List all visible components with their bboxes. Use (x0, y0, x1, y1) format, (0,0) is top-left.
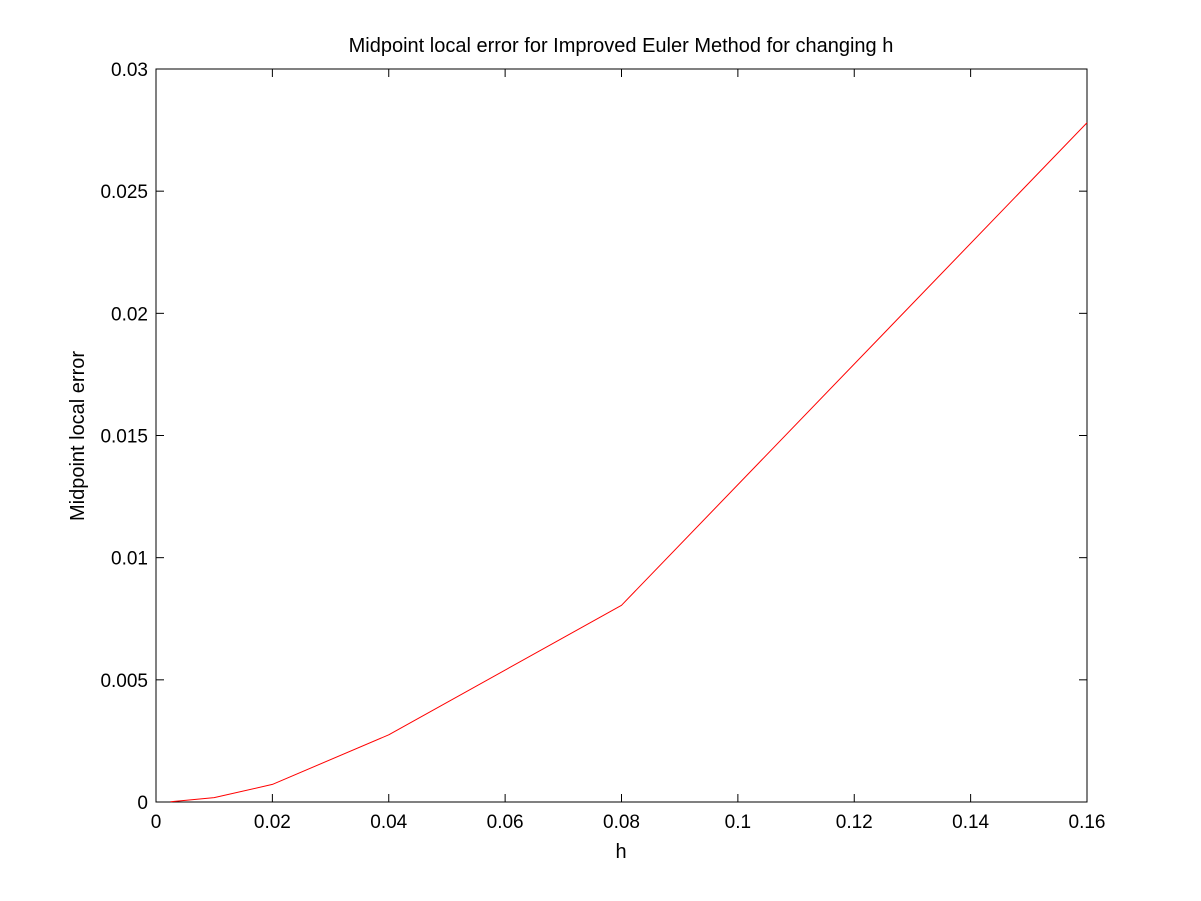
y-tick-label: 0.025 (100, 182, 148, 203)
x-tick-label: 0.02 (254, 812, 291, 833)
x-tick-label: 0.16 (1069, 812, 1106, 833)
y-tick-label: 0.02 (111, 304, 148, 325)
y-tick-label: 0 (137, 793, 148, 814)
chart-title: Midpoint local error for Improved Euler … (349, 35, 894, 57)
x-tick-label: 0.14 (952, 812, 989, 833)
x-tick-label: 0.1 (725, 812, 751, 833)
x-tick-label: 0.08 (603, 812, 640, 833)
y-axis-title: Midpoint local error (67, 351, 89, 521)
x-tick-label: 0.04 (370, 812, 407, 833)
tick-labels: 0 0.02 0.04 0.06 0.08 0.1 0.12 0.14 0.16 0 0.005 0.… (100, 60, 1105, 833)
x-axis-title: h (615, 841, 626, 863)
series-line-0 (170, 122, 1088, 803)
axis-ticks (155, 68, 1088, 803)
y-tick-label: 0.03 (111, 60, 148, 81)
y-tick-label: 0.015 (100, 427, 148, 448)
y-tick-label: 0.005 (100, 671, 148, 692)
x-tick-label: 0.12 (836, 812, 873, 833)
x-tick-label: 0 (151, 812, 162, 833)
x-tick-label: 0.06 (487, 812, 524, 833)
plot-area (155, 68, 1088, 803)
series-group (170, 122, 1088, 803)
y-tick-label: 0.01 (111, 549, 148, 570)
